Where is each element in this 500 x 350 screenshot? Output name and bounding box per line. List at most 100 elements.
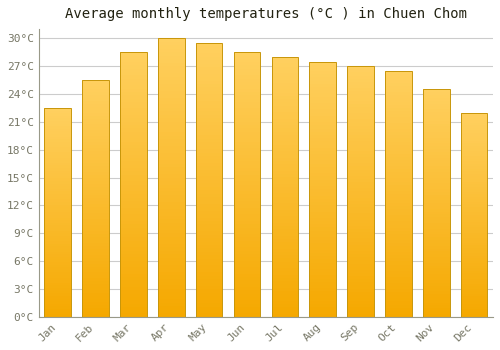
Bar bbox=[461, 230, 487, 232]
Bar bbox=[234, 72, 260, 75]
Bar bbox=[158, 174, 184, 177]
Bar bbox=[234, 211, 260, 214]
Bar bbox=[348, 191, 374, 195]
Bar bbox=[120, 59, 146, 62]
Bar bbox=[310, 116, 336, 119]
Bar bbox=[196, 115, 222, 118]
Bar bbox=[348, 286, 374, 289]
Bar bbox=[196, 241, 222, 245]
Bar bbox=[120, 75, 146, 79]
Bar bbox=[310, 138, 336, 141]
Bar bbox=[310, 202, 336, 205]
Bar bbox=[120, 271, 146, 274]
Bar bbox=[423, 200, 450, 203]
Bar bbox=[348, 295, 374, 298]
Bar bbox=[272, 281, 298, 284]
Bar bbox=[310, 113, 336, 116]
Bar bbox=[348, 264, 374, 267]
Bar bbox=[44, 244, 71, 246]
Bar bbox=[158, 38, 184, 42]
Bar bbox=[234, 52, 260, 317]
Bar bbox=[120, 115, 146, 118]
Bar bbox=[348, 185, 374, 188]
Bar bbox=[196, 125, 222, 128]
Bar bbox=[44, 312, 71, 314]
Bar bbox=[120, 105, 146, 108]
Bar bbox=[158, 77, 184, 80]
Bar bbox=[234, 300, 260, 303]
Bar bbox=[234, 105, 260, 108]
Bar bbox=[348, 204, 374, 207]
Bar bbox=[461, 281, 487, 284]
Bar bbox=[120, 56, 146, 59]
Bar bbox=[196, 84, 222, 88]
Bar bbox=[385, 203, 411, 206]
Bar bbox=[44, 296, 71, 299]
Bar bbox=[272, 119, 298, 122]
Bar bbox=[272, 89, 298, 93]
Bar bbox=[385, 261, 411, 265]
Bar bbox=[44, 173, 71, 176]
Bar bbox=[310, 68, 336, 71]
Bar bbox=[120, 145, 146, 148]
Bar bbox=[272, 314, 298, 317]
Bar bbox=[348, 248, 374, 251]
Bar bbox=[461, 253, 487, 255]
Bar bbox=[348, 107, 374, 110]
Bar bbox=[158, 306, 184, 310]
Bar bbox=[348, 254, 374, 257]
Bar bbox=[348, 235, 374, 238]
Bar bbox=[385, 228, 411, 231]
Bar bbox=[385, 80, 411, 83]
Bar bbox=[158, 240, 184, 244]
Bar bbox=[348, 226, 374, 229]
Bar bbox=[461, 261, 487, 263]
Bar bbox=[348, 220, 374, 223]
Bar bbox=[423, 212, 450, 215]
Bar bbox=[44, 262, 71, 265]
Bar bbox=[196, 272, 222, 276]
Bar bbox=[348, 298, 374, 301]
Bar bbox=[44, 191, 71, 194]
Bar bbox=[196, 289, 222, 293]
Bar bbox=[158, 254, 184, 258]
Bar bbox=[158, 49, 184, 52]
Bar bbox=[158, 261, 184, 265]
Bar bbox=[423, 257, 450, 260]
Bar bbox=[461, 146, 487, 148]
Bar bbox=[82, 163, 109, 166]
Bar bbox=[385, 311, 411, 314]
Bar bbox=[461, 174, 487, 176]
Bar bbox=[44, 236, 71, 238]
Bar bbox=[461, 133, 487, 135]
Bar bbox=[310, 247, 336, 250]
Bar bbox=[120, 280, 146, 284]
Bar bbox=[310, 77, 336, 81]
Bar bbox=[234, 251, 260, 254]
Bar bbox=[234, 234, 260, 237]
Bar bbox=[310, 170, 336, 173]
Bar bbox=[234, 135, 260, 138]
Bar bbox=[461, 212, 487, 215]
Bar bbox=[44, 278, 71, 280]
Bar bbox=[385, 172, 411, 175]
Bar bbox=[310, 199, 336, 202]
Bar bbox=[310, 211, 336, 215]
Bar bbox=[423, 121, 450, 124]
Bar bbox=[461, 120, 487, 123]
Bar bbox=[385, 292, 411, 295]
Bar bbox=[196, 74, 222, 77]
Bar bbox=[196, 98, 222, 101]
Bar bbox=[348, 160, 374, 163]
Bar bbox=[196, 122, 222, 125]
Bar bbox=[423, 95, 450, 98]
Bar bbox=[310, 71, 336, 74]
Bar bbox=[272, 60, 298, 63]
Bar bbox=[44, 155, 71, 158]
Bar bbox=[120, 231, 146, 234]
Bar bbox=[461, 304, 487, 307]
Bar bbox=[348, 154, 374, 157]
Bar bbox=[82, 302, 109, 305]
Bar bbox=[423, 226, 450, 229]
Bar bbox=[234, 224, 260, 228]
